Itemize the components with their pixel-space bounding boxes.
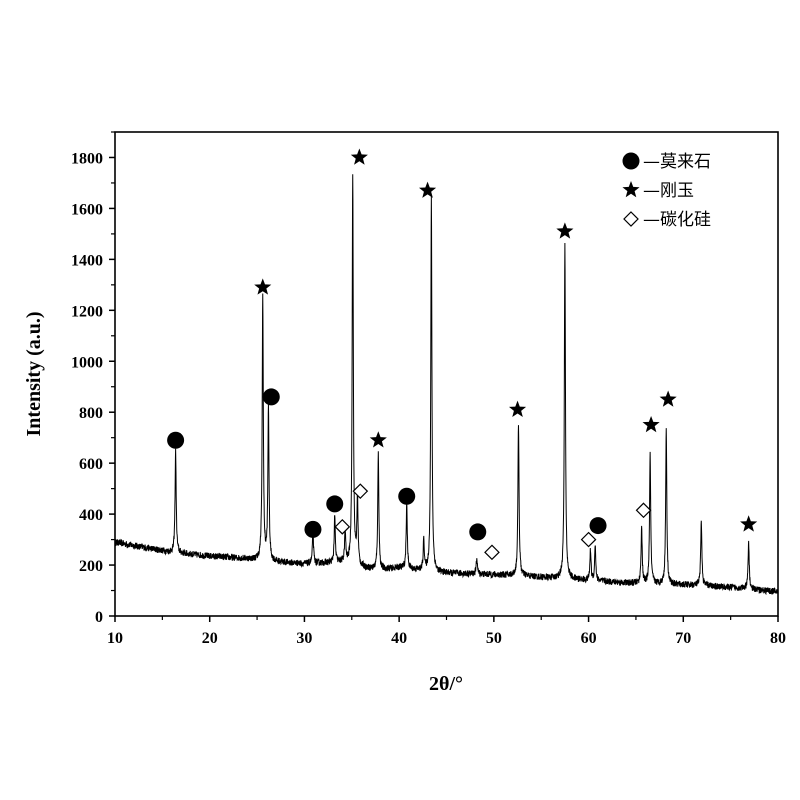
corundum-marker <box>556 222 574 239</box>
legend-item-mullite: —莫来石 <box>622 152 711 172</box>
y-tick-label: 0 <box>95 609 103 626</box>
legend-label-silicon-carbide: —碳化硅 <box>643 210 711 230</box>
corundum-marker <box>350 148 368 165</box>
legend-item-silicon-carbide: —碳化硅 <box>623 210 711 230</box>
xrd-pattern-line <box>114 174 779 596</box>
y-tick-label: 800 <box>79 405 103 422</box>
legend-label-corundum: —刚玉 <box>643 181 694 201</box>
legend-label-mullite: —莫来石 <box>643 152 711 172</box>
plot-frame <box>114 131 779 617</box>
corundum-marker <box>659 390 677 407</box>
plot-area <box>114 131 779 617</box>
corundum-marker <box>419 181 437 198</box>
legend-diamond-marker <box>623 211 639 227</box>
legend: —莫来石 —刚玉 —碳化硅 <box>622 152 711 230</box>
mullite-marker <box>398 487 416 505</box>
x-tick-label: 30 <box>296 630 312 647</box>
legend-item-corundum: —刚玉 <box>622 181 694 201</box>
mullite-marker <box>469 523 487 541</box>
legend-star-marker <box>622 181 640 198</box>
corundum-marker <box>369 431 387 448</box>
phase-markers <box>167 148 758 561</box>
x-tick-label: 40 <box>391 630 407 647</box>
y-tick-label: 1800 <box>71 150 103 167</box>
corundum-marker <box>254 278 272 295</box>
y-tick-label: 400 <box>79 507 103 524</box>
corundum-marker <box>740 515 758 532</box>
legend-circle-marker <box>622 152 640 170</box>
x-tick-label: 70 <box>675 630 691 647</box>
y-tick-label: 1600 <box>71 201 103 218</box>
corundum-marker <box>642 415 660 433</box>
x-tick-label: 20 <box>202 630 218 647</box>
silicon-carbide-marker <box>635 502 652 519</box>
y-tick-label: 1400 <box>71 252 103 269</box>
x-tick-label: 80 <box>770 630 786 647</box>
mullite-marker <box>326 495 344 513</box>
silicon-carbide-marker <box>580 531 597 548</box>
silicon-carbide-marker <box>334 518 351 535</box>
y-tick-label: 200 <box>79 558 103 575</box>
silicon-carbide-marker <box>352 483 369 500</box>
x-axis-title: 2θ/° <box>429 673 463 695</box>
silicon-carbide-marker <box>484 544 500 561</box>
y-tick-label: 1200 <box>71 303 103 320</box>
mullite-marker <box>589 517 607 535</box>
x-tick-label: 10 <box>107 630 123 647</box>
x-tick-label: 50 <box>486 630 502 647</box>
x-tick-label: 60 <box>581 630 597 647</box>
y-tick-label: 600 <box>79 456 103 473</box>
mullite-marker <box>167 431 185 449</box>
axis-ticks: 10 20 30 40 50 60 70 80020040060080010001200140… <box>71 131 786 647</box>
corundum-marker <box>508 400 527 417</box>
y-axis-title: Intensity (a.u.) <box>23 311 45 436</box>
y-tick-label: 1000 <box>71 354 103 371</box>
mullite-marker <box>262 388 280 406</box>
mullite-marker <box>304 520 322 538</box>
